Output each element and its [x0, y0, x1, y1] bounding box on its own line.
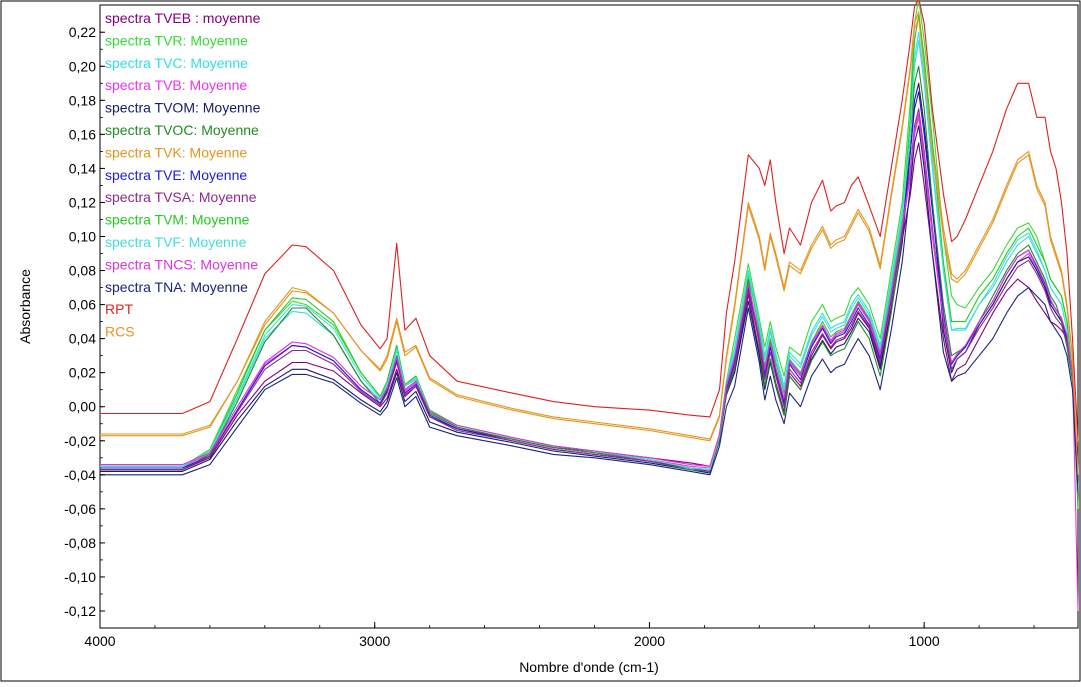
legend-item-14: RCS — [105, 324, 135, 340]
y-tick-label: 0,22 — [69, 24, 96, 40]
y-tick-label: -0,12 — [64, 603, 96, 619]
y-tick-label: 0,06 — [69, 297, 96, 313]
y-tick-label: 0,20 — [69, 58, 96, 74]
y-tick-label: 0,04 — [69, 331, 96, 347]
series-layer — [100, 0, 1079, 612]
series-line-14 — [100, 18, 1079, 475]
legend-item-11: spectra TNCS: Moyenne — [105, 256, 258, 272]
legend-item-7: spectra TVE: Moyenne — [105, 167, 247, 183]
series-line-13 — [100, 0, 1079, 441]
legend-item-1: spectra TVR: Moyenne — [105, 32, 248, 48]
legend-item-6: spectra TVK: Moyenne — [105, 144, 247, 160]
x-tick-label: 4000 — [84, 633, 115, 649]
legend-item-3: spectra TVB: Moyenne — [105, 77, 247, 93]
legend-item-0: spectra TVEB : moyenne — [105, 10, 261, 26]
x-tick-label: 1000 — [909, 633, 940, 649]
y-tick-label: 0,18 — [69, 92, 96, 108]
legend-item-2: spectra TVC: Moyenne — [105, 55, 248, 71]
y-tick-label: 0,10 — [69, 228, 96, 244]
x-axis-label: Nombre d'onde (cm-1) — [519, 659, 659, 675]
legend-item-8: spectra TVSA: Moyenne — [105, 189, 257, 205]
y-tick-label: 0,02 — [69, 365, 96, 381]
y-tick-label: 0,12 — [69, 194, 96, 210]
x-tick-label: 2000 — [634, 633, 665, 649]
legend-item-13: RPT — [105, 301, 133, 317]
y-tick-label: 0,16 — [69, 126, 96, 142]
legend: spectra TVEB : moyenne spectra TVR: Moyen… — [105, 10, 261, 340]
y-tick-label: 0,14 — [69, 160, 96, 176]
legend-item-9: spectra TVM: Moyenne — [105, 212, 250, 228]
axes-layer: -0,12 -0,10 -0,08 -0,06 -0,04 -0,02 0,00 0,02 0,… — [64, 24, 1035, 649]
series-line-12 — [100, 125, 1079, 492]
y-tick-label: 0,08 — [69, 263, 96, 279]
series-line-9 — [100, 14, 1079, 509]
y-tick-label: -0,06 — [64, 501, 96, 517]
series-line-0 — [100, 142, 1079, 475]
y-tick-label: -0,04 — [64, 467, 96, 483]
legend-item-5: spectra TVOC: Moyenne — [105, 122, 259, 138]
series-line-10 — [100, 31, 1079, 492]
y-tick-label: -0,08 — [64, 535, 96, 551]
series-line-8 — [100, 108, 1079, 475]
x-tick-label: 3000 — [359, 633, 390, 649]
legend-item-10: spectra TVF: Moyenne — [105, 234, 247, 250]
y-tick-label: -0,02 — [64, 433, 96, 449]
y-tick-label: -0,10 — [64, 569, 96, 585]
y-axis-label: Absorbance — [17, 269, 33, 344]
y-tick-label: 0,00 — [69, 399, 96, 415]
legend-item-4: spectra TVOM: Moyenne — [105, 100, 261, 116]
series-line-6 — [100, 11, 1079, 475]
legend-item-12: spectra TNA: Moyenne — [105, 279, 248, 295]
series-line-11 — [100, 113, 1079, 492]
